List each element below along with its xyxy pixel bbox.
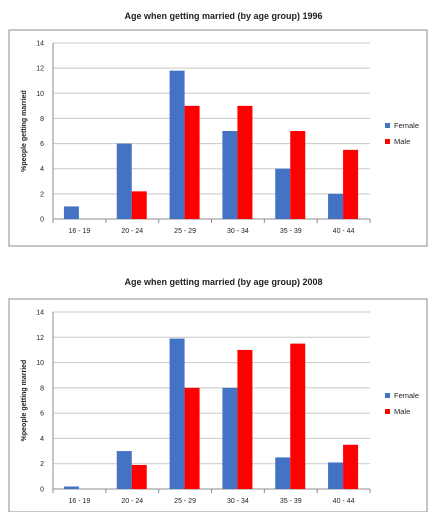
x-tick-label: 40 - 44 [333,498,355,505]
legend-swatch-male [385,409,390,414]
bar-male-2 [184,105,200,219]
y-tick-label: 14 [36,41,44,48]
bar-male-5 [343,444,359,489]
bar-male-3 [237,105,253,219]
y-axis-label: %people getting married [21,360,28,442]
bar-male-2 [184,387,200,489]
x-tick-label: 35 - 39 [280,228,302,235]
y-tick-label: 12 [36,66,44,73]
bar-female-5 [328,193,344,219]
bar-male-4 [290,343,306,489]
x-tick-label: 25 - 29 [174,498,196,505]
bar-female-1 [116,143,132,219]
chart-1996-plot: 0 2 4 6 8 10 12 14 %people getting married 16 - 1… [8,29,428,247]
bar-female-0 [63,486,79,489]
y-tick-label: 8 [40,385,44,392]
y-tick-label: 8 [40,116,44,123]
bar-female-4 [275,168,291,219]
bar-male-1 [131,464,147,489]
x-tick-label: 25 - 29 [174,228,196,235]
legend-swatch-male [385,139,390,144]
bar-female-0 [63,206,79,219]
x-tick-label: 16 - 19 [69,498,91,505]
bar-female-3 [222,387,238,489]
chart-1996: Age when getting married (by age group) … [8,11,428,247]
bar-male-5 [343,149,359,219]
legend-label-male: Male [394,407,410,416]
bar-female-2 [169,70,185,220]
bar-female-4 [275,457,291,489]
chart-frame [8,298,428,512]
legend-label-female: Female [394,121,419,130]
y-tick-label: 0 [40,487,44,494]
bar-female-5 [328,462,344,489]
y-tick-label: 12 [36,335,44,342]
bar-female-2 [169,338,185,489]
y-tick-label: 2 [40,461,44,468]
legend-label-female: Female [394,391,419,400]
bar-male-4 [290,131,306,219]
x-tick-label: 35 - 39 [280,498,302,505]
legend-swatch-female [385,393,390,398]
chart-2008-plot: 0 2 4 6 8 10 12 14 %people getting married 16 - 1… [8,298,428,512]
x-tick-label: 20 - 24 [121,228,143,235]
y-tick-label: 14 [36,310,44,317]
chart-2008: Age when getting married (by age group) … [0,270,447,512]
x-tick-label: 30 - 34 [227,498,249,505]
bar-female-1 [116,451,132,489]
bar-male-3 [237,349,253,489]
bar-male-1 [131,191,147,219]
y-tick-label: 6 [40,411,44,418]
legend-swatch-female [385,123,390,128]
x-tick-label: 40 - 44 [333,228,355,235]
y-tick-label: 10 [36,360,44,367]
x-tick-label: 20 - 24 [121,498,143,505]
chart-title: Age when getting married (by age group) … [124,277,323,287]
y-tick-label: 6 [40,141,44,148]
x-tick-label: 16 - 19 [69,228,91,235]
y-tick-label: 2 [40,191,44,198]
y-tick-label: 4 [40,436,44,443]
y-tick-label: 10 [36,91,44,98]
y-tick-label: 0 [40,217,44,224]
y-axis-label: %people getting married [21,90,28,172]
legend-label-male: Male [394,137,410,146]
bar-female-3 [222,131,238,219]
chart-title: Age when getting married (by age group) … [124,11,323,21]
x-tick-label: 30 - 34 [227,228,249,235]
y-tick-label: 4 [40,166,44,173]
